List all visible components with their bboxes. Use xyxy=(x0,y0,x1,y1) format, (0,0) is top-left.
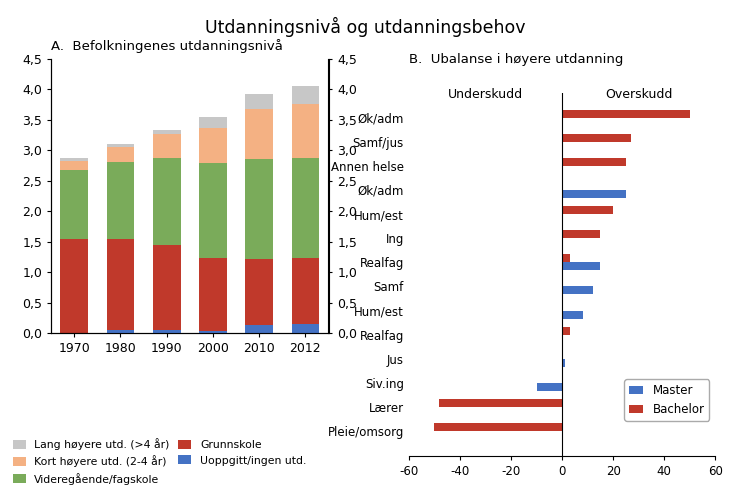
Bar xyxy=(61,158,88,161)
Bar xyxy=(199,128,227,163)
Bar xyxy=(562,254,569,262)
Bar xyxy=(245,159,273,259)
Bar xyxy=(245,109,273,159)
Text: Underskudd: Underskudd xyxy=(448,88,523,100)
Bar xyxy=(153,134,180,158)
Text: Utdanningsnivå og utdanningsbehov: Utdanningsnivå og utdanningsbehov xyxy=(204,17,526,37)
Bar xyxy=(107,147,134,163)
Bar xyxy=(291,324,319,333)
Bar xyxy=(562,359,565,367)
Bar xyxy=(153,245,180,333)
Bar xyxy=(562,311,583,319)
Bar xyxy=(199,331,227,333)
Bar xyxy=(61,161,88,171)
Bar xyxy=(153,158,180,245)
Bar xyxy=(537,383,562,391)
Bar xyxy=(153,129,180,134)
Bar xyxy=(245,94,273,109)
Legend: Lang høyere utd. (>4 år), Kort høyere utd. (2-4 år), Videregående/fagskole, Grun: Lang høyere utd. (>4 år), Kort høyere ut… xyxy=(12,438,307,485)
Text: Overskudd: Overskudd xyxy=(605,88,672,100)
Bar xyxy=(439,399,562,407)
Bar xyxy=(562,327,569,335)
Bar xyxy=(291,258,319,333)
Bar xyxy=(562,230,601,238)
Bar xyxy=(61,239,88,333)
Bar xyxy=(562,262,601,270)
Text: A.  Befolkningenes utdanningsnivå: A. Befolkningenes utdanningsnivå xyxy=(51,40,283,53)
Bar xyxy=(562,287,593,294)
Bar xyxy=(291,158,319,258)
Bar xyxy=(562,134,631,142)
Bar xyxy=(562,158,626,166)
Bar xyxy=(107,239,134,333)
Bar xyxy=(199,258,227,333)
Bar xyxy=(61,171,88,239)
Bar xyxy=(107,330,134,333)
Bar xyxy=(291,104,319,158)
Bar xyxy=(245,259,273,333)
Bar xyxy=(199,117,227,128)
Bar xyxy=(107,144,134,147)
Bar xyxy=(107,163,134,239)
Bar xyxy=(199,163,227,258)
Bar xyxy=(562,190,626,198)
Bar xyxy=(153,330,180,333)
Text: B.  Ubalanse i høyere utdanning: B. Ubalanse i høyere utdanning xyxy=(409,52,623,66)
Legend: Master, Bachelor: Master, Bachelor xyxy=(624,379,710,421)
Bar xyxy=(245,325,273,333)
Bar xyxy=(562,110,690,118)
Bar xyxy=(434,423,562,431)
Bar xyxy=(562,206,613,214)
Bar xyxy=(291,86,319,104)
